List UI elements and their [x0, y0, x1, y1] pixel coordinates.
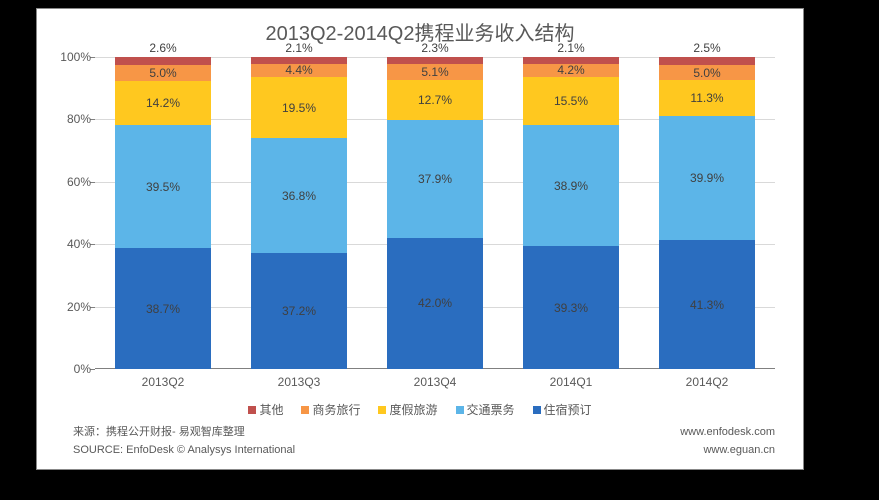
x-tick-label: 2014Q2: [659, 369, 755, 389]
segment-business: 4.4%: [251, 64, 347, 78]
segment-label: 36.8%: [282, 189, 316, 203]
segment-label: 4.4%: [285, 63, 312, 77]
legend-label: 住宿预订: [544, 401, 592, 418]
legend-item-accommodation: 住宿预订: [533, 401, 592, 418]
segment-label: 15.5%: [554, 94, 588, 108]
source-en: SOURCE: EnfoDesk © Analysys Internationa…: [73, 441, 295, 459]
top-label: 2.6%: [115, 41, 211, 55]
y-tick-label: 40%: [51, 237, 91, 251]
legend: 其他 商务旅行 度假旅游 交通票务 住宿预订: [37, 401, 803, 418]
x-tick-label: 2013Q2: [115, 369, 211, 389]
y-tick-label: 80%: [51, 112, 91, 126]
top-label: 2.3%: [387, 41, 483, 55]
y-tick-label: 100%: [51, 50, 91, 64]
segment-business: 5.0%: [115, 65, 211, 81]
y-tick-label: 20%: [51, 300, 91, 314]
segment-accommodation: 41.3%: [659, 240, 755, 369]
segment-other: [523, 57, 619, 64]
footer-url1: www.enfodesk.com: [680, 423, 775, 441]
segment-vacation: 14.2%: [115, 81, 211, 125]
segment-business: 5.1%: [387, 64, 483, 80]
y-tick-label: 60%: [51, 175, 91, 189]
x-tick-label: 2013Q4: [387, 369, 483, 389]
segment-accommodation: 39.3%: [523, 246, 619, 369]
segment-accommodation: 38.7%: [115, 248, 211, 369]
segment-label: 38.7%: [146, 302, 180, 316]
segment-transport: 38.9%: [523, 125, 619, 246]
y-tick-label: 0%: [51, 362, 91, 376]
legend-item-other: 其他: [248, 401, 283, 418]
segment-transport: 39.9%: [659, 116, 755, 240]
segment-business: 5.0%: [659, 65, 755, 81]
segment-label: 4.2%: [557, 63, 584, 77]
bar-stack: 39.3% 38.9% 15.5% 4.2%: [523, 57, 619, 369]
legend-swatch: [456, 406, 464, 414]
segment-label: 37.2%: [282, 304, 316, 318]
footer: 来源：携程公开财报- 易观智库整理 www.enfodesk.com SOURC…: [73, 423, 775, 459]
source-cn: 来源：携程公开财报- 易观智库整理: [73, 423, 245, 441]
bar-group: 41.3%39.9%11.3%5.0%2.5%2014Q2: [659, 57, 755, 369]
segment-label: 12.7%: [418, 93, 452, 107]
x-tick-label: 2013Q3: [251, 369, 347, 389]
bar-stack: 41.3% 39.9% 11.3% 5.0%: [659, 57, 755, 369]
segment-vacation: 12.7%: [387, 80, 483, 120]
top-label: 2.5%: [659, 41, 755, 55]
bar-group: 38.7%39.5%14.2%5.0%2.6%2013Q2: [115, 57, 211, 369]
legend-item-vacation: 度假旅游: [378, 401, 437, 418]
legend-swatch: [378, 406, 386, 414]
x-tick-label: 2014Q1: [523, 369, 619, 389]
segment-accommodation: 37.2%: [251, 253, 347, 369]
segment-label: 11.3%: [690, 91, 723, 105]
segment-other: [251, 57, 347, 64]
legend-label: 商务旅行: [312, 401, 360, 418]
bar-group: 39.3%38.9%15.5%4.2%2.1%2014Q1: [523, 57, 619, 369]
legend-label: 其他: [259, 401, 283, 418]
legend-swatch: [301, 406, 309, 414]
legend-swatch: [248, 406, 256, 414]
legend-swatch: [533, 406, 541, 414]
bar-stack: 38.7% 39.5% 14.2% 5.0%: [115, 57, 211, 369]
segment-label: 39.5%: [146, 180, 180, 194]
segment-label: 42.0%: [418, 296, 452, 310]
segment-transport: 37.9%: [387, 120, 483, 238]
plot-area: 0%20%40%60%80%100% 38.7%39.5%14.2%5.0%2.…: [95, 57, 775, 369]
segment-label: 5.0%: [693, 66, 720, 80]
legend-item-transport: 交通票务: [456, 401, 515, 418]
bar-stack: 37.2% 36.8% 19.5% 4.4%: [251, 57, 347, 369]
legend-item-business: 商务旅行: [301, 401, 360, 418]
segment-other: [387, 57, 483, 64]
bar-group: 37.2%36.8%19.5%4.4%2.1%2013Q3: [251, 57, 347, 369]
top-label: 2.1%: [523, 41, 619, 55]
segment-label: 38.9%: [554, 179, 588, 193]
segment-label: 19.5%: [282, 101, 316, 115]
bar-stack: 42.0% 37.9% 12.7% 5.1%: [387, 57, 483, 369]
segment-vacation: 11.3%: [659, 80, 755, 115]
segment-label: 41.3%: [690, 298, 724, 312]
segment-transport: 39.5%: [115, 125, 211, 248]
segment-transport: 36.8%: [251, 138, 347, 253]
chart-card: 2013Q2-2014Q2携程业务收入结构 0%20%40%60%80%100%…: [36, 8, 804, 470]
segment-label: 14.2%: [146, 96, 180, 110]
segment-other: [659, 57, 755, 65]
segment-other: [115, 57, 211, 65]
segment-label: 37.9%: [418, 172, 452, 186]
segment-label: 5.1%: [421, 65, 448, 79]
top-label: 2.1%: [251, 41, 347, 55]
segment-business: 4.2%: [523, 64, 619, 77]
segment-label: 39.3%: [554, 301, 588, 315]
bar-group: 42.0%37.9%12.7%5.1%2.3%2013Q4: [387, 57, 483, 369]
legend-label: 交通票务: [467, 401, 515, 418]
segment-accommodation: 42.0%: [387, 238, 483, 369]
footer-url2: www.eguan.cn: [703, 441, 775, 459]
legend-label: 度假旅游: [389, 401, 437, 418]
segment-vacation: 15.5%: [523, 77, 619, 125]
segment-label: 5.0%: [149, 66, 176, 80]
segment-label: 39.9%: [690, 171, 724, 185]
segment-vacation: 19.5%: [251, 77, 347, 138]
